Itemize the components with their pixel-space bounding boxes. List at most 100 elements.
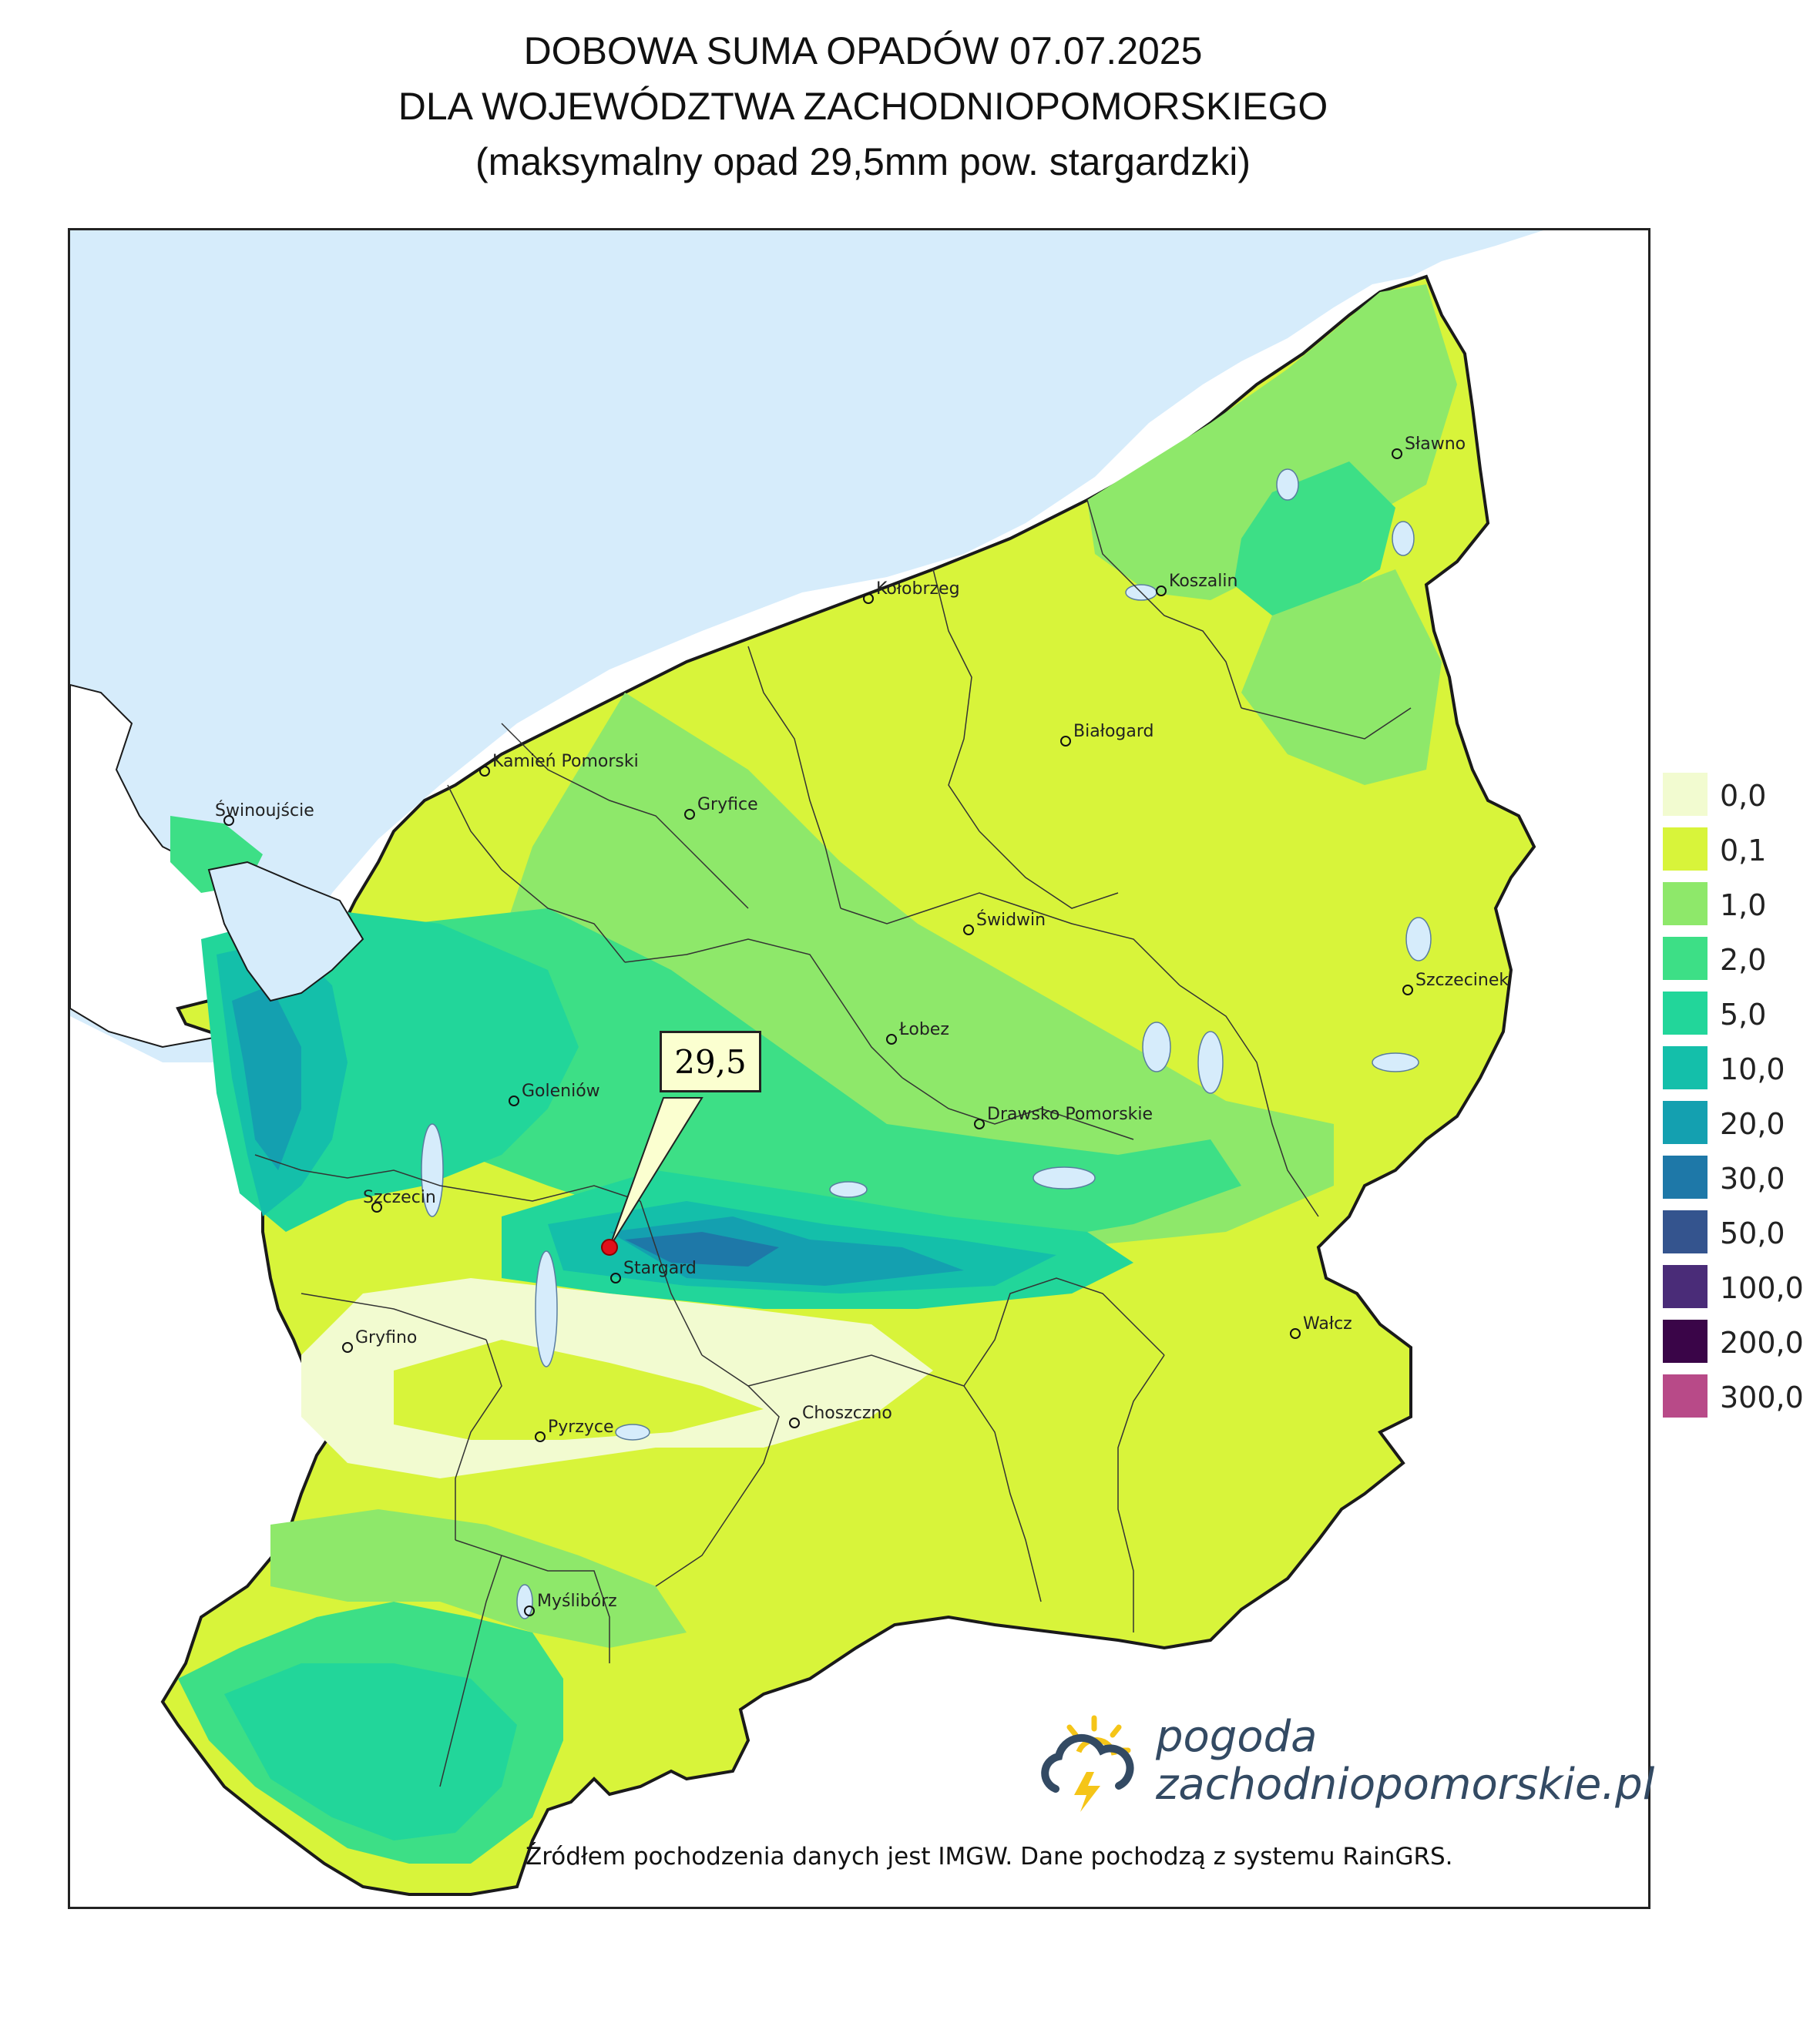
zone-1mm-east — [1241, 569, 1442, 785]
district-boundaries — [254, 499, 1412, 1787]
brand-name-line-2: zachodniopomorskie.pl — [1156, 1760, 1655, 1810]
zone-0.1mm-south — [394, 1340, 764, 1440]
legend-label: 1,0 — [1720, 888, 1767, 922]
legend-swatch — [1663, 1374, 1708, 1418]
legend-item: 50,0 — [1663, 1210, 1820, 1257]
svg-text:Gryfice: Gryfice — [697, 795, 758, 814]
svg-text:Choszczno: Choszczno — [802, 1404, 892, 1423]
zone-30mm-stargard — [625, 1232, 779, 1267]
legend-swatch — [1663, 1046, 1708, 1089]
city-markers: Sławno Koszalin Kołobrzeg Białogard Kami… — [215, 435, 1509, 1616]
zone-2mm-center-band — [378, 908, 1241, 1255]
legend-item: 5,0 — [1663, 992, 1820, 1038]
city-stargard: Stargard — [610, 1259, 697, 1283]
legend-item: 30,0 — [1663, 1156, 1820, 1202]
zone-1mm-north — [1087, 284, 1457, 600]
city-bialogard: Białogard — [1060, 722, 1153, 747]
city-choszczno: Choszczno — [789, 1404, 892, 1428]
svg-text:Świdwin: Świdwin — [976, 910, 1046, 930]
zone-2mm-koszalin — [1234, 461, 1395, 616]
legend-label: 2,0 — [1720, 943, 1767, 977]
zone-5mm-southwest — [224, 1663, 517, 1840]
legend-item: 0,1 — [1663, 827, 1820, 874]
svg-text:Koszalin: Koszalin — [1169, 572, 1237, 591]
svg-text:Białogard: Białogard — [1073, 722, 1153, 741]
legend-swatch — [1663, 1156, 1708, 1199]
legend-swatch — [1663, 882, 1708, 925]
legend-swatch — [1663, 1210, 1708, 1253]
precipitation-zones — [170, 284, 1457, 1864]
svg-text:Drawsko Pomorskie: Drawsko Pomorskie — [987, 1105, 1153, 1124]
city-goleniow: Goleniów — [509, 1082, 600, 1106]
svg-text:Łobez: Łobez — [898, 1020, 949, 1039]
map-title: DOBOWA SUMA OPADÓW 07.07.2025 DLA WOJEWÓ… — [0, 23, 1726, 190]
legend-swatch — [1663, 937, 1708, 980]
svg-text:Myślibórz: Myślibórz — [537, 1592, 617, 1611]
city-walcz: Wałcz — [1290, 1314, 1352, 1339]
source-note: Źródłem pochodzenia danych jest IMGW. Da… — [526, 1843, 1453, 1871]
szczecin-lagoon — [207, 861, 364, 1002]
legend-label: 100,0 — [1720, 1271, 1804, 1305]
city-pyrzyce: Pyrzyce — [535, 1418, 614, 1442]
legend-swatch — [1663, 773, 1708, 816]
brand-logo: pogoda zachodniopomorskie.pl — [1033, 1712, 1654, 1812]
city-swinoujscie: Świnoujście — [215, 800, 314, 826]
city-szczecinek: Szczecinek — [1402, 971, 1509, 995]
city-swidwin: Świdwin — [963, 910, 1046, 935]
map-svg: Sławno Koszalin Kołobrzeg Białogard Kami… — [70, 230, 1648, 1907]
legend-label: 200,0 — [1720, 1326, 1804, 1360]
max-precip-marker — [601, 1239, 618, 1256]
zone-20mm-west — [232, 985, 301, 1170]
svg-text:Szczecinek: Szczecinek — [1415, 971, 1509, 990]
precipitation-map: Sławno Koszalin Kołobrzeg Białogard Kami… — [68, 228, 1650, 1909]
legend-swatch — [1663, 1101, 1708, 1144]
svg-text:Stargard: Stargard — [623, 1259, 697, 1278]
city-mysliborz: Myślibórz — [524, 1592, 617, 1616]
svg-text:Wałcz: Wałcz — [1303, 1314, 1352, 1334]
legend-label: 5,0 — [1720, 998, 1767, 1032]
svg-text:Kamień Pomorski: Kamień Pomorski — [492, 752, 639, 771]
sea-area — [70, 230, 1543, 1062]
svg-text:Szczecin: Szczecin — [363, 1188, 436, 1207]
svg-text:Świnoujście: Świnoujście — [215, 800, 314, 820]
legend-label: 50,0 — [1720, 1216, 1785, 1250]
city-lobez: Łobez — [886, 1020, 949, 1045]
svg-text:Sławno: Sławno — [1405, 435, 1466, 454]
title-line-1: DOBOWA SUMA OPADÓW 07.07.2025 — [523, 29, 1203, 72]
title-line-3: (maksymalny opad 29,5mm pow. stargardzki… — [475, 140, 1251, 183]
legend-label: 0,0 — [1720, 779, 1767, 813]
max-value-callout: 29,5 — [660, 1031, 761, 1092]
legend-label: 300,0 — [1720, 1381, 1804, 1414]
legend-item: 20,0 — [1663, 1101, 1820, 1147]
lakes — [421, 468, 1432, 1619]
title-line-2: DLA WOJEWÓDZTWA ZACHODNIOPOMORSKIEGO — [398, 85, 1328, 128]
brand-name-line-1: pogoda — [1156, 1712, 1318, 1762]
city-szczecin: Szczecin — [363, 1188, 436, 1213]
svg-text:Pyrzyce: Pyrzyce — [548, 1418, 614, 1437]
zone-1mm-southwest — [270, 1509, 687, 1648]
legend-item: 10,0 — [1663, 1046, 1820, 1092]
city-drawsko-pomorskie: Drawsko Pomorskie — [974, 1105, 1153, 1129]
sun-cloud-lightning-icon — [1041, 1715, 1134, 1812]
legend-label: 30,0 — [1720, 1162, 1785, 1196]
city-koszalin: Koszalin — [1156, 572, 1237, 596]
legend-swatch — [1663, 1265, 1708, 1308]
legend-swatch — [1663, 1320, 1708, 1363]
city-slawno: Sławno — [1392, 435, 1466, 459]
legend-item: 200,0 — [1663, 1320, 1820, 1366]
max-callout-pointer — [609, 1097, 703, 1248]
svg-text:Kołobrzeg: Kołobrzeg — [876, 579, 960, 599]
legend-label: 10,0 — [1720, 1052, 1785, 1086]
city-gryfino: Gryfino — [342, 1328, 417, 1353]
legend-label: 0,1 — [1720, 834, 1767, 867]
legend-swatch — [1663, 827, 1708, 871]
legend-swatch — [1663, 992, 1708, 1035]
legend-item: 2,0 — [1663, 937, 1820, 983]
svg-text:Goleniów: Goleniów — [522, 1082, 600, 1101]
legend-item: 0,0 — [1663, 773, 1820, 819]
legend-item: 100,0 — [1663, 1265, 1820, 1311]
city-kamien-pomorski: Kamień Pomorski — [479, 752, 639, 777]
city-gryfice: Gryfice — [684, 795, 758, 820]
legend-label: 20,0 — [1720, 1107, 1785, 1141]
legend-item: 300,0 — [1663, 1374, 1820, 1421]
